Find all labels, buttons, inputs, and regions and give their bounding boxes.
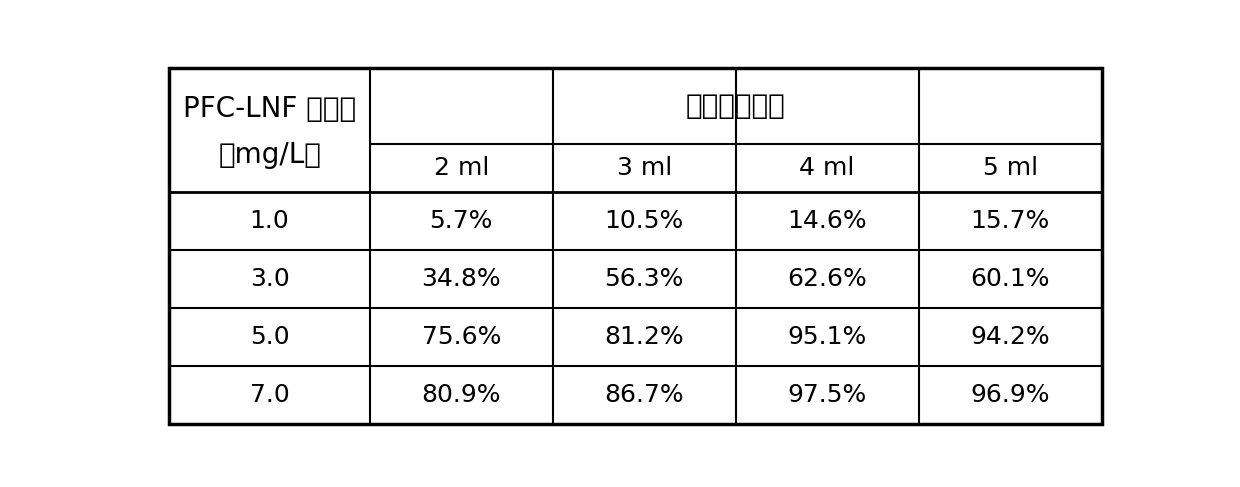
Text: 4 ml: 4 ml <box>800 156 854 181</box>
Text: 2 ml: 2 ml <box>434 156 489 181</box>
Text: 62.6%: 62.6% <box>787 267 867 291</box>
Text: 乙二胺添加量: 乙二胺添加量 <box>686 92 786 120</box>
Text: PFC-LNF 投加量: PFC-LNF 投加量 <box>184 95 356 123</box>
Text: 81.2%: 81.2% <box>604 325 684 349</box>
Text: 14.6%: 14.6% <box>787 209 867 233</box>
Text: 80.9%: 80.9% <box>422 383 501 407</box>
Text: 3 ml: 3 ml <box>616 156 672 181</box>
Text: 10.5%: 10.5% <box>605 209 684 233</box>
Text: 34.8%: 34.8% <box>422 267 501 291</box>
Text: 5.7%: 5.7% <box>429 209 494 233</box>
Text: 5.0: 5.0 <box>249 325 289 349</box>
Text: 75.6%: 75.6% <box>422 325 501 349</box>
Text: 86.7%: 86.7% <box>604 383 684 407</box>
Text: 97.5%: 97.5% <box>787 383 867 407</box>
Text: 60.1%: 60.1% <box>971 267 1050 291</box>
Text: 56.3%: 56.3% <box>605 267 684 291</box>
Text: （mg/L）: （mg/L） <box>218 141 321 169</box>
Text: 96.9%: 96.9% <box>971 383 1050 407</box>
Text: 15.7%: 15.7% <box>971 209 1050 233</box>
Text: 95.1%: 95.1% <box>787 325 867 349</box>
Text: 1.0: 1.0 <box>249 209 289 233</box>
Text: 5 ml: 5 ml <box>982 156 1038 181</box>
Text: 94.2%: 94.2% <box>971 325 1050 349</box>
Text: 3.0: 3.0 <box>249 267 289 291</box>
Text: 7.0: 7.0 <box>249 383 289 407</box>
